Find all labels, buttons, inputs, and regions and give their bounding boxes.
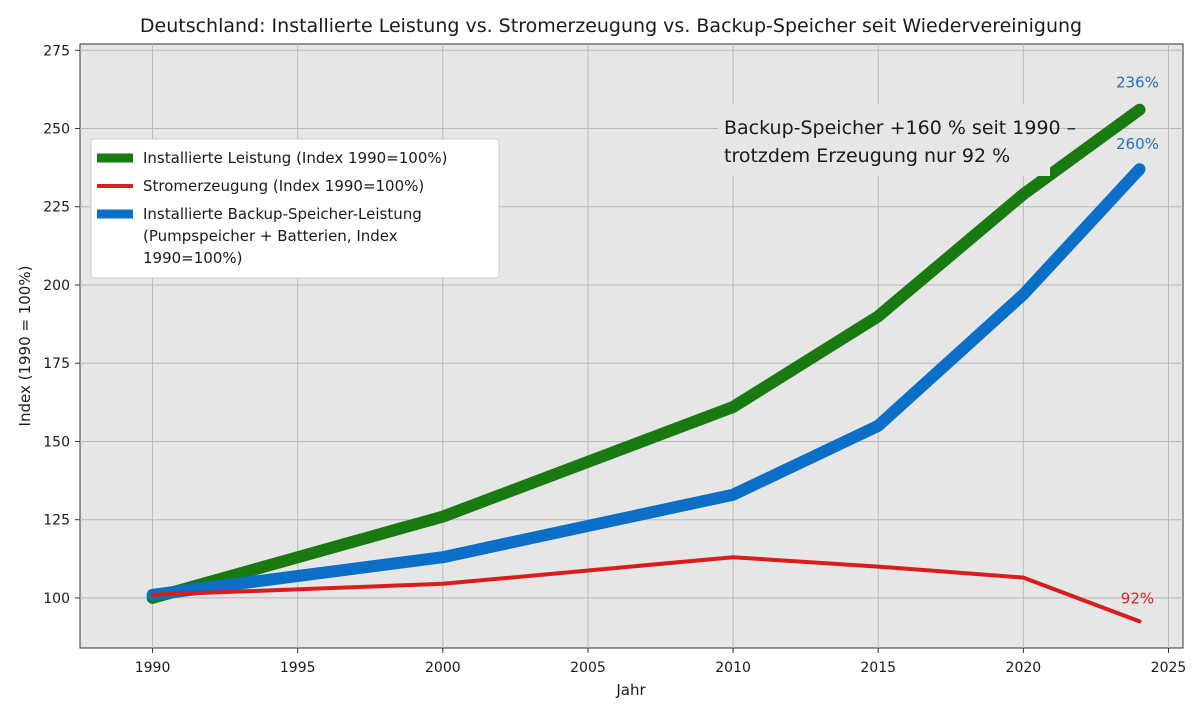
x-tick-label: 2000 <box>425 660 461 676</box>
end-labels: 236% 92% 260% <box>1116 74 1159 608</box>
series-line-installierte-leistung <box>146 103 1146 604</box>
legend-label-stromerzeugung: Stromerzeugung (Index 1990=100%) <box>143 177 424 195</box>
x-axis-label: Jahr <box>615 681 646 699</box>
y-tick-label: 150 <box>43 434 70 450</box>
x-tick-label: 2005 <box>570 660 606 676</box>
y-tick-label: 125 <box>43 513 70 529</box>
legend: Installierte Leistung (Index 1990=100%) S… <box>90 138 500 279</box>
annotation-box <box>718 104 1050 176</box>
x-tick-label: 2020 <box>1006 660 1042 676</box>
end-label-stromerzeugung: 92% <box>1121 589 1154 607</box>
x-tick-label: 2025 <box>1151 660 1187 676</box>
axis-ticks: 1990 1995 2000 2005 2010 2015 2020 2025 100 125 15… <box>43 43 1186 676</box>
legend-label-backup-speicher: 1990=100%) <box>143 249 242 267</box>
x-tick-label: 1995 <box>280 660 316 676</box>
annotation-line-2: trotzdem Erzeugung nur 92 % <box>724 145 1010 167</box>
x-tick-label: 2015 <box>860 660 896 676</box>
annotation-line-1: Backup-Speicher +160 % seit 1990 – <box>724 117 1076 139</box>
legend-box <box>90 138 500 279</box>
legend-label-installierte-leistung: Installierte Leistung (Index 1990=100%) <box>143 149 447 167</box>
y-axis-label: Index (1990 = 100%) <box>16 266 34 427</box>
series-lines <box>146 103 1146 624</box>
end-label-backup-speicher: 260% <box>1116 135 1159 153</box>
series-line-stromerzeugung <box>150 555 1142 624</box>
y-tick-label: 250 <box>43 121 70 137</box>
annotation: Backup-Speicher +160 % seit 1990 – trotz… <box>718 104 1076 176</box>
chart-title: Deutschland: Installierte Leistung vs. S… <box>140 15 1082 37</box>
legend-label-backup-speicher: Installierte Backup-Speicher-Leistung <box>143 205 422 223</box>
end-label-installierte-leistung: 236% <box>1116 74 1159 92</box>
y-tick-label: 225 <box>43 200 70 216</box>
x-tick-label: 2010 <box>715 660 751 676</box>
series-line-backup-speicher <box>146 163 1146 601</box>
x-tick-label: 1990 <box>135 660 171 676</box>
y-tick-label: 275 <box>43 43 70 59</box>
y-tick-label: 200 <box>43 278 70 294</box>
y-tick-label: 100 <box>43 591 70 607</box>
legend-label-backup-speicher: (Pumpspeicher + Batterien, Index <box>143 227 398 245</box>
y-tick-label: 175 <box>43 356 70 372</box>
